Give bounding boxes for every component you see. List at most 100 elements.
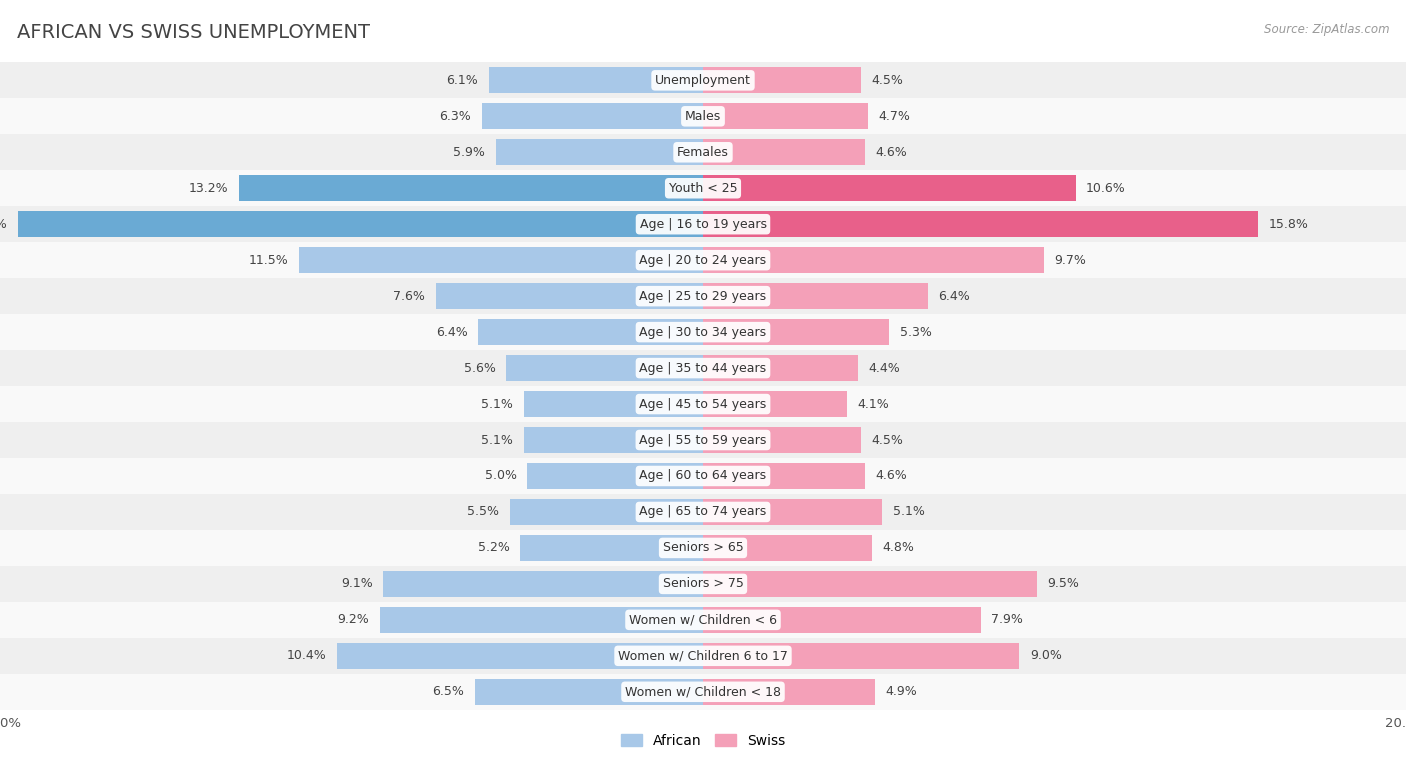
- Text: Seniors > 75: Seniors > 75: [662, 578, 744, 590]
- Bar: [481, 104, 703, 129]
- Text: 7.9%: 7.9%: [991, 613, 1024, 626]
- Text: Source: ZipAtlas.com: Source: ZipAtlas.com: [1264, 23, 1389, 36]
- Bar: [0, 278, 1406, 314]
- Bar: [475, 679, 703, 705]
- Bar: [478, 319, 703, 345]
- Bar: [703, 319, 889, 345]
- Bar: [703, 104, 869, 129]
- Bar: [703, 679, 875, 705]
- Bar: [0, 602, 1406, 638]
- Text: 5.2%: 5.2%: [478, 541, 510, 554]
- Bar: [0, 422, 1406, 458]
- Bar: [510, 499, 703, 525]
- Bar: [703, 67, 860, 93]
- Text: Age | 65 to 74 years: Age | 65 to 74 years: [640, 506, 766, 519]
- Bar: [0, 314, 1406, 350]
- Bar: [703, 463, 865, 489]
- Bar: [18, 211, 703, 237]
- Bar: [0, 494, 1406, 530]
- Bar: [0, 674, 1406, 710]
- Text: 4.6%: 4.6%: [875, 146, 907, 159]
- Bar: [506, 355, 703, 381]
- Text: 4.9%: 4.9%: [886, 685, 918, 698]
- Bar: [496, 139, 703, 165]
- Bar: [703, 607, 981, 633]
- Bar: [703, 391, 846, 417]
- Text: 6.1%: 6.1%: [446, 74, 478, 87]
- Bar: [703, 176, 1076, 201]
- Text: Females: Females: [678, 146, 728, 159]
- Text: 7.6%: 7.6%: [394, 290, 426, 303]
- Text: 19.5%: 19.5%: [0, 218, 7, 231]
- Bar: [299, 248, 703, 273]
- Text: 15.8%: 15.8%: [1268, 218, 1309, 231]
- Text: 5.3%: 5.3%: [900, 326, 932, 338]
- Text: Youth < 25: Youth < 25: [669, 182, 737, 195]
- Bar: [0, 242, 1406, 278]
- Bar: [703, 248, 1043, 273]
- Text: 4.8%: 4.8%: [883, 541, 914, 554]
- Text: Age | 35 to 44 years: Age | 35 to 44 years: [640, 362, 766, 375]
- Bar: [337, 643, 703, 668]
- Bar: [0, 458, 1406, 494]
- Text: 13.2%: 13.2%: [188, 182, 229, 195]
- Text: Age | 45 to 54 years: Age | 45 to 54 years: [640, 397, 766, 410]
- Text: 5.1%: 5.1%: [481, 434, 513, 447]
- Bar: [703, 499, 883, 525]
- Text: 4.7%: 4.7%: [879, 110, 911, 123]
- Text: 6.5%: 6.5%: [432, 685, 464, 698]
- Bar: [0, 170, 1406, 206]
- Text: 6.4%: 6.4%: [939, 290, 970, 303]
- Bar: [436, 283, 703, 309]
- Text: 9.2%: 9.2%: [337, 613, 368, 626]
- Bar: [703, 643, 1019, 668]
- Text: 4.4%: 4.4%: [869, 362, 900, 375]
- Text: Age | 16 to 19 years: Age | 16 to 19 years: [640, 218, 766, 231]
- Bar: [0, 638, 1406, 674]
- Bar: [703, 211, 1258, 237]
- Text: 5.1%: 5.1%: [893, 506, 925, 519]
- Bar: [527, 463, 703, 489]
- Bar: [0, 386, 1406, 422]
- Text: 4.5%: 4.5%: [872, 74, 904, 87]
- Text: Seniors > 65: Seniors > 65: [662, 541, 744, 554]
- Text: 5.9%: 5.9%: [453, 146, 485, 159]
- Text: 9.1%: 9.1%: [340, 578, 373, 590]
- Bar: [0, 62, 1406, 98]
- Bar: [0, 98, 1406, 134]
- Bar: [703, 427, 860, 453]
- Text: 9.7%: 9.7%: [1054, 254, 1087, 266]
- Bar: [524, 427, 703, 453]
- Bar: [0, 530, 1406, 566]
- Bar: [0, 350, 1406, 386]
- Text: 6.3%: 6.3%: [439, 110, 471, 123]
- Bar: [703, 283, 928, 309]
- Text: 11.5%: 11.5%: [249, 254, 288, 266]
- Text: 6.4%: 6.4%: [436, 326, 467, 338]
- Text: 4.6%: 4.6%: [875, 469, 907, 482]
- Text: 4.5%: 4.5%: [872, 434, 904, 447]
- Text: Age | 20 to 24 years: Age | 20 to 24 years: [640, 254, 766, 266]
- Text: Males: Males: [685, 110, 721, 123]
- Bar: [239, 176, 703, 201]
- Text: AFRICAN VS SWISS UNEMPLOYMENT: AFRICAN VS SWISS UNEMPLOYMENT: [17, 23, 370, 42]
- Text: 5.6%: 5.6%: [464, 362, 496, 375]
- Bar: [382, 571, 703, 597]
- Text: Women w/ Children < 6: Women w/ Children < 6: [628, 613, 778, 626]
- Text: 5.0%: 5.0%: [485, 469, 517, 482]
- Text: 5.5%: 5.5%: [467, 506, 499, 519]
- Text: 4.1%: 4.1%: [858, 397, 890, 410]
- Bar: [703, 535, 872, 561]
- Text: Age | 55 to 59 years: Age | 55 to 59 years: [640, 434, 766, 447]
- Text: Women w/ Children 6 to 17: Women w/ Children 6 to 17: [619, 650, 787, 662]
- Text: 5.1%: 5.1%: [481, 397, 513, 410]
- Text: Women w/ Children < 18: Women w/ Children < 18: [626, 685, 780, 698]
- Bar: [0, 134, 1406, 170]
- Text: 10.4%: 10.4%: [287, 650, 326, 662]
- Text: 9.0%: 9.0%: [1029, 650, 1062, 662]
- Bar: [703, 139, 865, 165]
- Legend: African, Swiss: African, Swiss: [614, 728, 792, 753]
- Bar: [489, 67, 703, 93]
- Bar: [0, 566, 1406, 602]
- Bar: [703, 355, 858, 381]
